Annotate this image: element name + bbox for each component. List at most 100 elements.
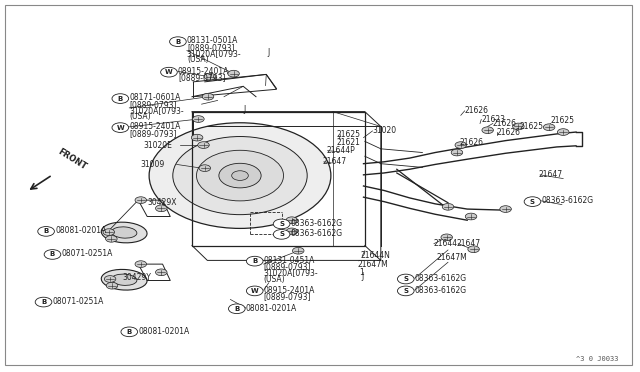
- Text: (USA): (USA): [264, 275, 285, 284]
- Ellipse shape: [101, 222, 147, 243]
- Text: S: S: [530, 199, 535, 205]
- Text: 08363-6162G: 08363-6162G: [541, 196, 593, 205]
- Text: 30429Y: 30429Y: [123, 273, 152, 282]
- Circle shape: [273, 219, 290, 229]
- Circle shape: [246, 286, 263, 296]
- Text: [0889-0793]: [0889-0793]: [129, 129, 177, 138]
- Circle shape: [156, 269, 167, 276]
- Circle shape: [228, 304, 245, 314]
- Text: S: S: [403, 276, 408, 282]
- Text: 31020E: 31020E: [143, 141, 172, 150]
- Text: 21644: 21644: [434, 239, 458, 248]
- Text: 08363-6162G: 08363-6162G: [291, 229, 342, 238]
- Text: 21644N: 21644N: [361, 251, 391, 260]
- Text: S: S: [279, 221, 284, 227]
- Circle shape: [202, 93, 214, 100]
- Circle shape: [173, 137, 307, 215]
- Text: 21647: 21647: [539, 170, 563, 179]
- Text: W: W: [165, 69, 173, 75]
- Circle shape: [465, 213, 477, 220]
- Text: 08363-6162G: 08363-6162G: [415, 274, 467, 283]
- Circle shape: [219, 163, 261, 188]
- Ellipse shape: [111, 274, 137, 285]
- Circle shape: [38, 227, 54, 236]
- Circle shape: [106, 235, 117, 242]
- Circle shape: [112, 123, 129, 132]
- Circle shape: [44, 250, 61, 259]
- Text: 08363-6162G: 08363-6162G: [415, 286, 467, 295]
- Text: 21626: 21626: [460, 138, 484, 147]
- Circle shape: [196, 150, 284, 201]
- Circle shape: [286, 228, 298, 235]
- Circle shape: [286, 217, 298, 224]
- Ellipse shape: [111, 227, 137, 238]
- Text: B: B: [118, 96, 123, 102]
- Circle shape: [149, 123, 331, 228]
- Circle shape: [455, 142, 467, 148]
- Circle shape: [199, 165, 211, 171]
- Text: B: B: [175, 39, 180, 45]
- Text: 21626: 21626: [493, 119, 517, 128]
- Circle shape: [156, 205, 167, 212]
- Text: FRONT: FRONT: [56, 147, 88, 172]
- Circle shape: [135, 197, 147, 203]
- Text: J: J: [243, 105, 246, 114]
- Circle shape: [135, 261, 147, 267]
- Text: B: B: [44, 228, 49, 234]
- Circle shape: [204, 73, 216, 80]
- Text: [0889-0793]: [0889-0793]: [178, 73, 225, 82]
- Circle shape: [112, 94, 129, 103]
- Text: ^3 0 J0033: ^3 0 J0033: [576, 356, 618, 362]
- Text: 08363-6162G: 08363-6162G: [291, 219, 342, 228]
- Text: 21626: 21626: [465, 106, 489, 115]
- Text: (USA): (USA): [129, 112, 151, 121]
- Circle shape: [103, 229, 115, 235]
- Text: B: B: [252, 258, 257, 264]
- Text: B: B: [50, 251, 55, 257]
- Text: 21625: 21625: [520, 122, 544, 131]
- Text: [0889-0793]: [0889-0793]: [264, 262, 311, 271]
- Text: 08131-0501A: 08131-0501A: [187, 36, 238, 45]
- Text: S: S: [403, 288, 408, 294]
- Circle shape: [106, 282, 118, 289]
- Circle shape: [246, 256, 263, 266]
- Text: 08081-0201A: 08081-0201A: [138, 327, 189, 336]
- Circle shape: [161, 67, 177, 77]
- Text: 31020A[0793-: 31020A[0793-: [129, 106, 184, 115]
- Circle shape: [292, 247, 304, 254]
- Circle shape: [198, 142, 209, 148]
- Text: B: B: [234, 306, 239, 312]
- Circle shape: [397, 274, 414, 284]
- Text: 08915-2401A: 08915-2401A: [178, 67, 229, 76]
- Text: 08081-0201A: 08081-0201A: [55, 226, 106, 235]
- Text: 21625: 21625: [337, 130, 361, 139]
- Circle shape: [232, 171, 248, 180]
- Text: 21647M: 21647M: [357, 260, 388, 269]
- Text: 31020A[0793-: 31020A[0793-: [187, 49, 241, 58]
- Text: 08171-0601A: 08171-0601A: [129, 93, 180, 102]
- Circle shape: [451, 149, 463, 156]
- Text: 21647M: 21647M: [436, 253, 467, 262]
- Circle shape: [524, 197, 541, 206]
- Circle shape: [442, 203, 454, 210]
- Circle shape: [193, 116, 204, 122]
- Text: W: W: [251, 288, 259, 294]
- Circle shape: [228, 70, 239, 77]
- Text: 08071-0251A: 08071-0251A: [61, 249, 113, 258]
- Text: B: B: [127, 329, 132, 335]
- Text: B: B: [41, 299, 46, 305]
- Text: 08915-2401A: 08915-2401A: [264, 286, 315, 295]
- Text: 31020: 31020: [372, 126, 397, 135]
- Ellipse shape: [101, 269, 147, 290]
- Text: 08081-0201A: 08081-0201A: [246, 304, 297, 312]
- Circle shape: [513, 123, 524, 130]
- Text: S: S: [279, 231, 284, 237]
- Text: 21644P: 21644P: [326, 146, 355, 155]
- Text: 21647: 21647: [457, 239, 481, 248]
- Text: 08071-0251A: 08071-0251A: [52, 297, 104, 306]
- Text: [0889-0793]: [0889-0793]: [264, 292, 311, 301]
- Circle shape: [441, 234, 452, 241]
- Text: J: J: [268, 48, 270, 57]
- Text: 21647: 21647: [323, 157, 347, 166]
- Text: 08131-0451A: 08131-0451A: [264, 256, 315, 265]
